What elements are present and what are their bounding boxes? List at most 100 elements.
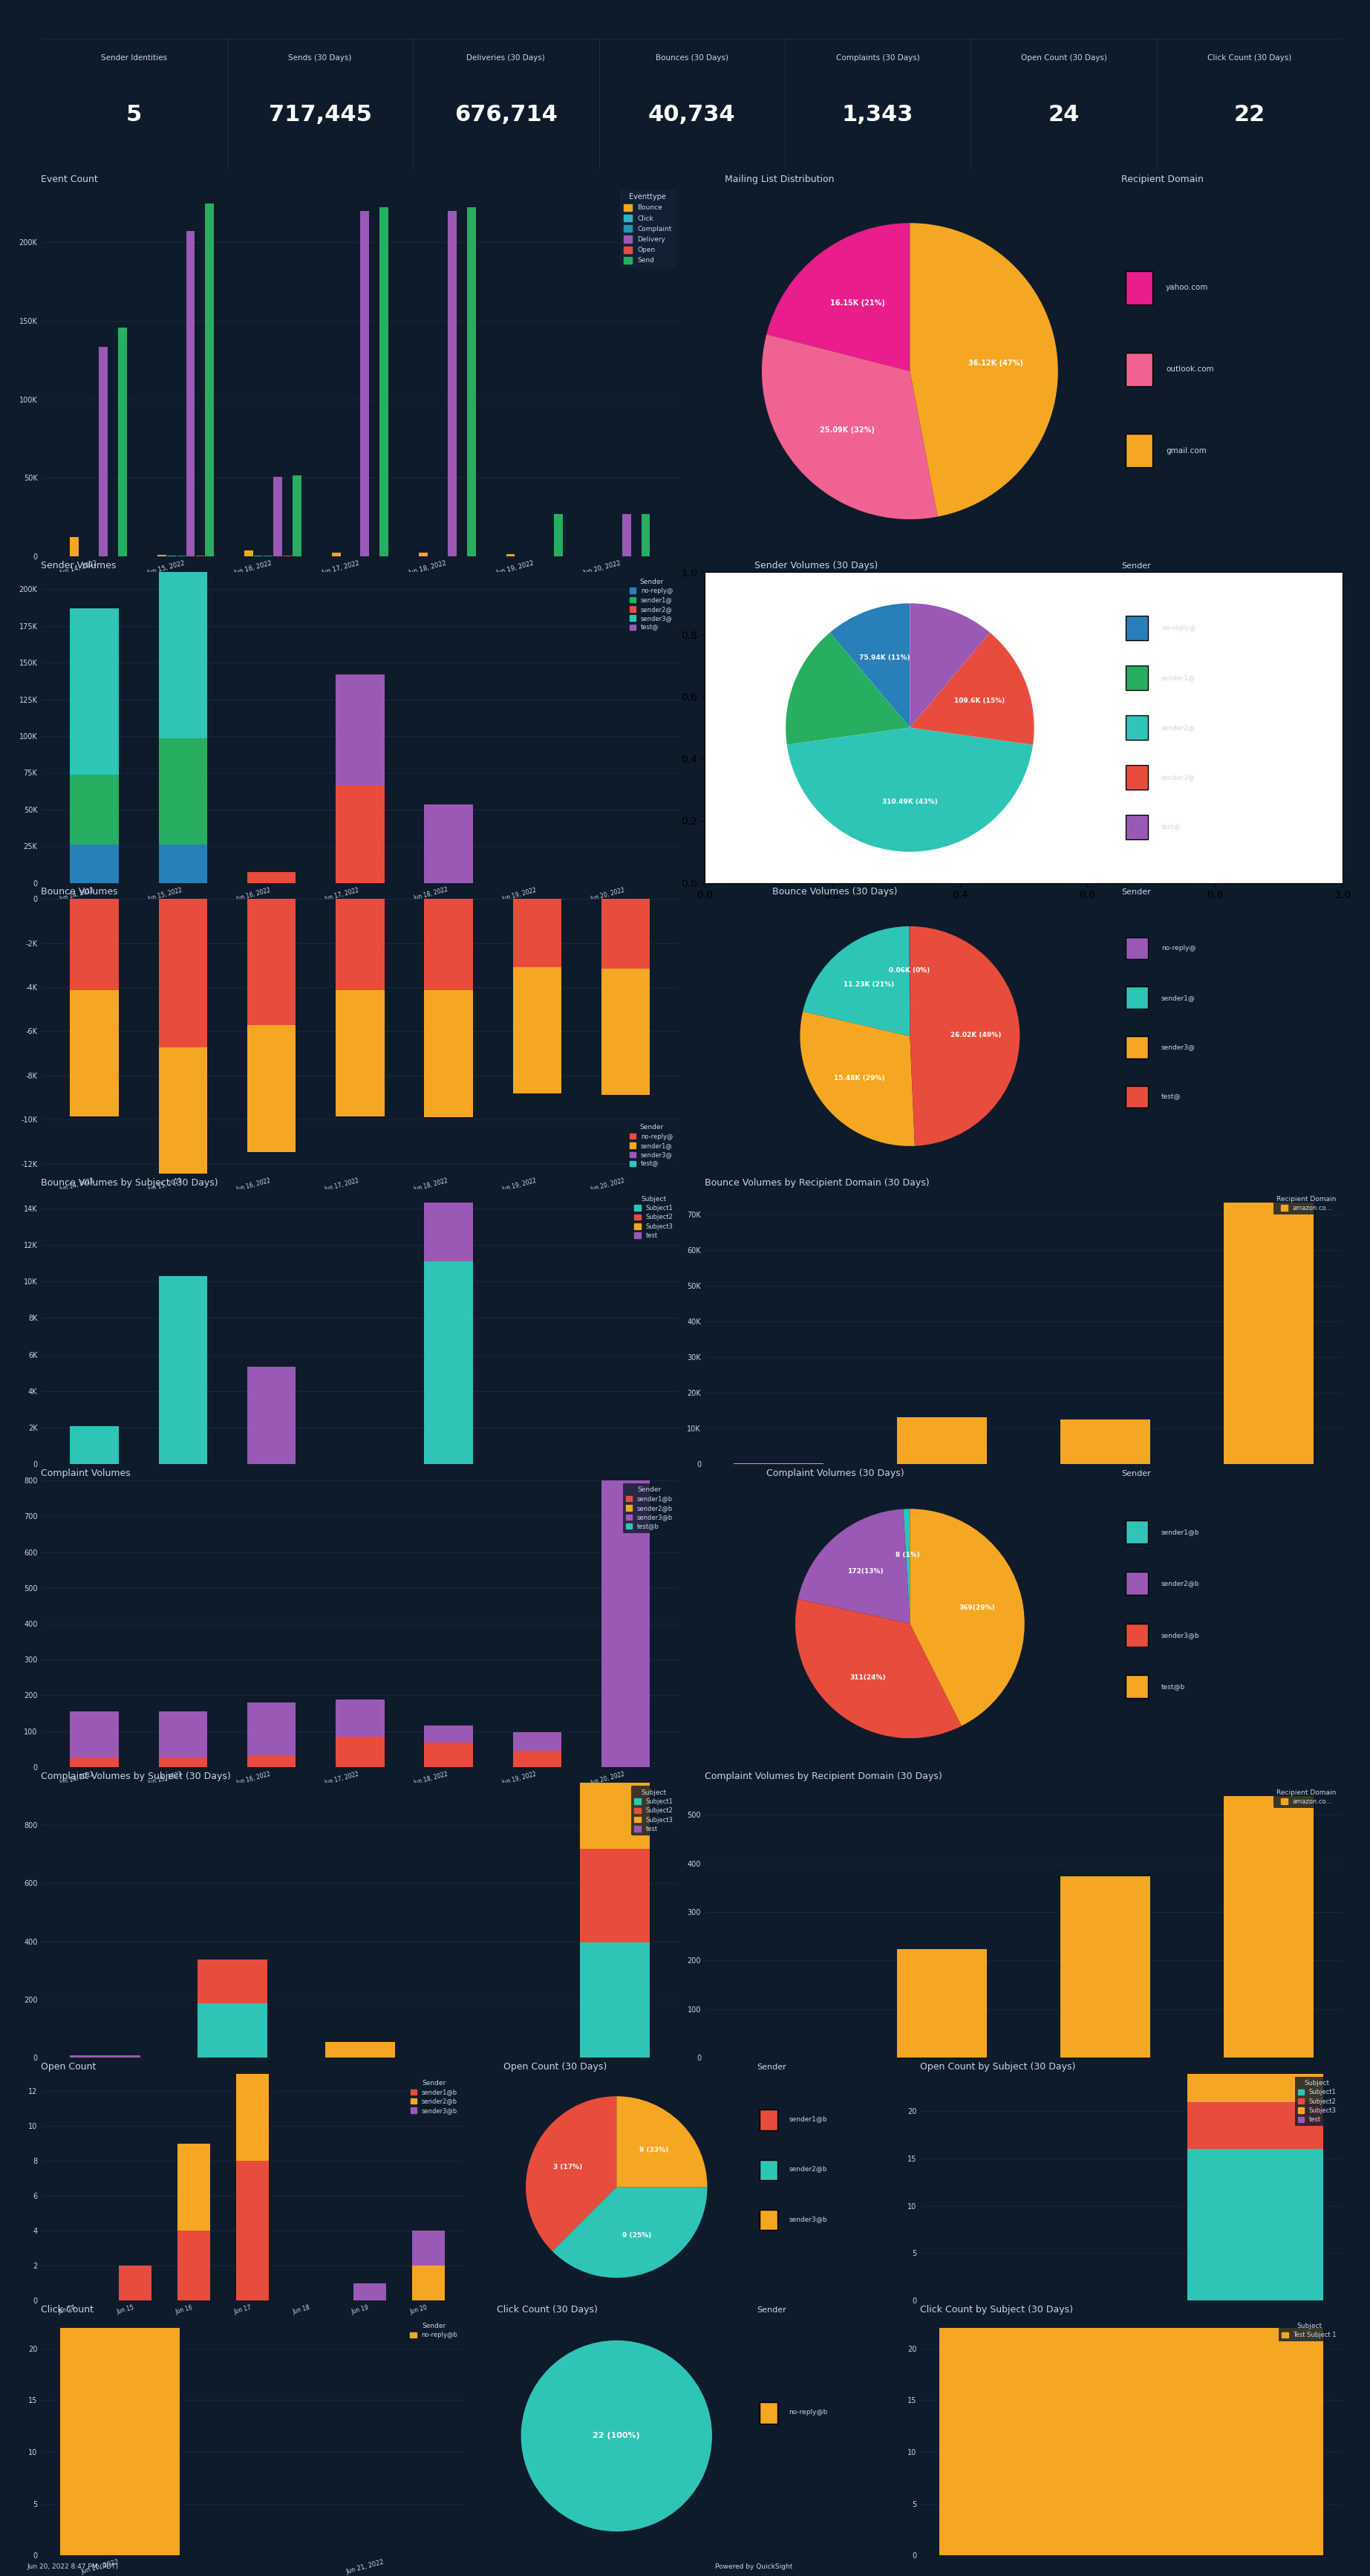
Legend: no-reply@, sender1@, sender2@, sender3@, test@: no-reply@, sender1@, sender2@, sender3@,…	[626, 574, 675, 634]
Text: Recipient Domain: Recipient Domain	[1122, 175, 1204, 183]
Legend: amazon.co...: amazon.co...	[1274, 1193, 1340, 1216]
Bar	[159, 1710, 207, 1759]
Text: 24: 24	[1048, 103, 1080, 126]
Bar	[1060, 1875, 1151, 2058]
Bar	[70, 1710, 119, 1759]
Wedge shape	[521, 2342, 712, 2532]
Bar	[379, 206, 389, 556]
Wedge shape	[797, 1510, 910, 1623]
Bar	[336, 899, 385, 989]
Bar	[601, 969, 651, 1095]
Bar	[236, 2074, 269, 2161]
Bar	[360, 211, 370, 556]
Bar	[197, 1960, 267, 2004]
Text: 22 (100%): 22 (100%)	[593, 2432, 640, 2439]
Bar	[247, 1757, 296, 1767]
Bar	[247, 1368, 296, 1463]
Bar	[553, 515, 563, 556]
Bar	[580, 1783, 651, 1850]
FancyBboxPatch shape	[759, 2403, 777, 2424]
Text: Sender Identities: Sender Identities	[101, 54, 167, 62]
Text: no-reply@: no-reply@	[1162, 945, 1196, 951]
Text: Sender: Sender	[756, 2306, 786, 2313]
Bar	[580, 1850, 651, 1942]
Bar	[425, 899, 473, 992]
Text: Sender Volumes: Sender Volumes	[41, 562, 116, 569]
Text: Event Count: Event Count	[41, 175, 99, 183]
Text: Complaints (30 Days): Complaints (30 Days)	[836, 54, 919, 62]
Text: yahoo.com: yahoo.com	[1166, 283, 1208, 291]
Bar	[1223, 1795, 1314, 2058]
Text: sender2@: sender2@	[1162, 724, 1195, 732]
FancyBboxPatch shape	[1126, 270, 1152, 304]
Bar	[512, 966, 562, 1092]
Text: 5: 5	[126, 103, 142, 126]
FancyBboxPatch shape	[1126, 1084, 1148, 1108]
Bar	[412, 2267, 444, 2300]
Bar	[601, 899, 651, 969]
Text: no-reply@: no-reply@	[1162, 626, 1196, 631]
Bar	[70, 608, 119, 775]
Wedge shape	[910, 224, 1058, 518]
Bar	[70, 989, 119, 1115]
Wedge shape	[910, 603, 991, 726]
Legend: Subject1, Subject2, Subject3, test: Subject1, Subject2, Subject3, test	[632, 1193, 675, 1242]
Bar	[448, 211, 456, 556]
Text: outlook.com: outlook.com	[1166, 366, 1214, 374]
Bar	[244, 551, 253, 556]
Text: Complaint Volumes: Complaint Volumes	[41, 1468, 130, 1479]
Text: Jun 20, 2022 8:47 PM (PDT): Jun 20, 2022 8:47 PM (PDT)	[27, 2563, 119, 2571]
Text: test@b: test@b	[1162, 1682, 1185, 1690]
Text: Click Count: Click Count	[41, 2306, 93, 2316]
FancyBboxPatch shape	[1126, 765, 1148, 791]
Text: 26.02K (49%): 26.02K (49%)	[951, 1030, 1001, 1038]
Wedge shape	[786, 634, 910, 744]
Text: 717,445: 717,445	[269, 103, 371, 126]
Legend: no-reply@b: no-reply@b	[407, 2318, 460, 2342]
Text: 22: 22	[1234, 103, 1266, 126]
Bar	[512, 1731, 562, 1752]
Bar	[119, 2267, 151, 2300]
Text: Powered by QuickSight: Powered by QuickSight	[715, 2563, 792, 2571]
Bar	[70, 775, 119, 845]
Text: 310.49K (43%): 310.49K (43%)	[882, 799, 937, 806]
Text: Open Count by Subject (30 Days): Open Count by Subject (30 Days)	[921, 2061, 1075, 2071]
Wedge shape	[910, 927, 1019, 1146]
Text: 16.15K (21%): 16.15K (21%)	[830, 299, 885, 307]
Text: sender1@b: sender1@b	[789, 2115, 827, 2123]
Bar	[159, 1048, 207, 1175]
Wedge shape	[800, 1012, 915, 1146]
Bar	[425, 1262, 473, 1463]
FancyBboxPatch shape	[759, 2110, 777, 2130]
FancyBboxPatch shape	[1126, 1674, 1148, 1698]
FancyBboxPatch shape	[1126, 938, 1148, 958]
FancyBboxPatch shape	[1126, 716, 1148, 739]
Bar	[467, 206, 475, 556]
Text: Deliveries (30 Days): Deliveries (30 Days)	[467, 54, 545, 62]
Text: Complaint Volumes (30 Days): Complaint Volumes (30 Days)	[767, 1468, 904, 1479]
Text: no-reply@b: no-reply@b	[789, 2409, 827, 2416]
Text: 0.06K (0%): 0.06K (0%)	[889, 966, 930, 974]
Text: Bounce Volumes (30 Days): Bounce Volumes (30 Days)	[773, 886, 897, 896]
FancyBboxPatch shape	[1126, 1571, 1148, 1595]
Bar	[236, 2161, 269, 2300]
Text: test@: test@	[1162, 1092, 1181, 1100]
Text: sender3@: sender3@	[1162, 1043, 1196, 1051]
Bar	[325, 2043, 395, 2058]
Wedge shape	[766, 224, 910, 371]
Text: Sends (30 Days): Sends (30 Days)	[288, 54, 352, 62]
Bar	[247, 899, 296, 1025]
Wedge shape	[552, 2187, 707, 2277]
Bar	[178, 2231, 210, 2300]
Text: 311(24%): 311(24%)	[849, 1674, 886, 1682]
Bar	[159, 572, 207, 739]
Text: Mailing List Distribution: Mailing List Distribution	[725, 175, 834, 183]
Wedge shape	[616, 2097, 707, 2187]
Bar	[512, 1752, 562, 1767]
Text: Bounces (30 Days): Bounces (30 Days)	[655, 54, 729, 62]
Text: sender2@b: sender2@b	[789, 2166, 827, 2172]
Text: Open Count: Open Count	[41, 2061, 96, 2071]
Legend: sender1@b, sender2@b, sender3@b: sender1@b, sender2@b, sender3@b	[407, 2076, 460, 2117]
FancyBboxPatch shape	[759, 2159, 777, 2179]
Legend: amazon.co...: amazon.co...	[1274, 1785, 1340, 1808]
